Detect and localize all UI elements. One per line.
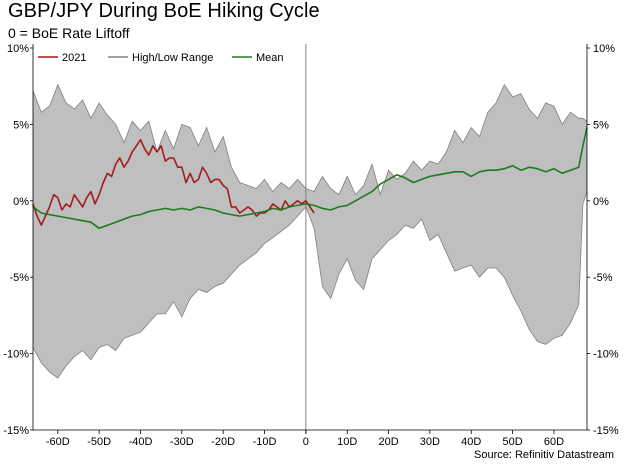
x-tick-label: 20D	[378, 436, 398, 448]
series-line-mean	[32, 127, 588, 230]
x-tick-label: -50D	[87, 436, 111, 448]
x-tick-label: 10D	[337, 436, 357, 448]
x-tick-label: 0	[303, 436, 309, 448]
y-tick-label-left: 0%	[13, 196, 29, 208]
y-tick-label-right: -15%	[593, 425, 619, 437]
y-tick-label-right: -10%	[593, 349, 619, 361]
legend-label: 2021	[62, 52, 86, 64]
chart-subtitle: 0 = BoE Rate Liftoff	[8, 25, 130, 41]
x-tick-label: -60D	[46, 436, 70, 448]
range-band	[33, 84, 587, 378]
x-tick-label: -30D	[170, 436, 194, 448]
x-tick-label: -40D	[129, 436, 153, 448]
x-tick-label: -20D	[211, 436, 235, 448]
range-low-line	[32, 191, 588, 379]
x-tick-label: 50D	[502, 436, 522, 448]
chart-title: GBP/JPY During BoE Hiking Cycle	[8, 0, 320, 22]
y-tick-label-left: -15%	[3, 425, 29, 437]
y-tick-label-right: 5%	[593, 119, 609, 131]
y-tick-label-right: 10%	[593, 43, 615, 55]
y-tick-label-left: -10%	[3, 349, 29, 361]
y-tick-label-left: -5%	[9, 272, 29, 284]
legend-label: High/Low Range	[132, 52, 213, 64]
x-tick-label: -10D	[253, 436, 277, 448]
legend-label: Mean	[256, 52, 284, 64]
plot-area	[32, 44, 588, 434]
range-high-line	[32, 83, 588, 197]
x-tick-label: 30D	[420, 436, 440, 448]
x-tick-label: 60D	[544, 436, 564, 448]
source-note: Source: Refinitiv Datastream	[474, 449, 614, 461]
y-tick-label-right: 0%	[593, 196, 609, 208]
x-tick-label: 40D	[461, 436, 481, 448]
legend: 2021 High/Low Range Mean	[38, 52, 284, 64]
y-tick-label-left: 10%	[7, 43, 29, 55]
y-tick-label-right: -5%	[593, 272, 613, 284]
axes: 10% 10% 5% 5% 0% 0% -5% -5% -10% -10% -15% -15% -60D…	[3, 43, 619, 448]
y-tick-label-left: 5%	[13, 119, 29, 131]
